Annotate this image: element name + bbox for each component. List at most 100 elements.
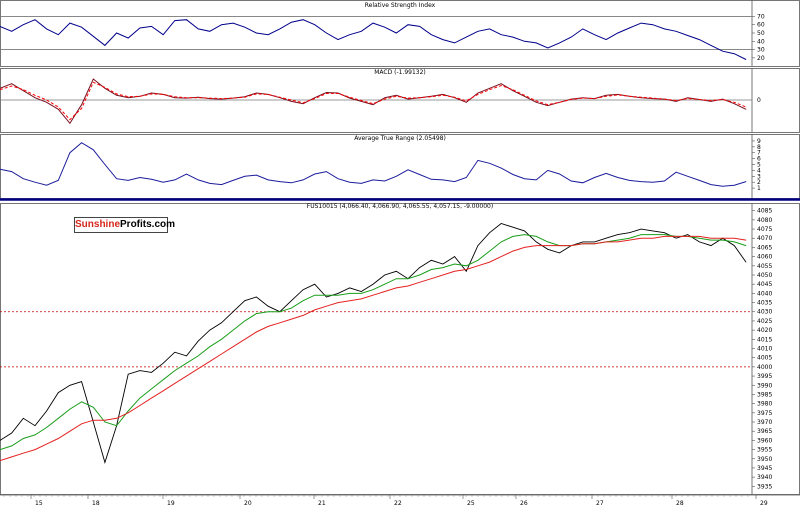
data-point [93, 36, 94, 37]
y-tick-label: 9 [757, 138, 761, 145]
y-tick-label: 3995 [757, 373, 772, 380]
data-point [11, 456, 12, 458]
data-point [81, 381, 82, 382]
data-point [710, 184, 712, 185]
data-point [81, 423, 82, 425]
data-point [594, 241, 595, 243]
y-tick-label: 3945 [757, 465, 772, 472]
data-point [384, 274, 386, 276]
data-point [500, 85, 502, 86]
data-point [34, 181, 36, 183]
y-tick-label: 4070 [757, 235, 772, 242]
data-point [547, 104, 549, 105]
data-point [664, 234, 665, 235]
data-point [232, 97, 234, 99]
data-point [46, 102, 47, 103]
data-point [617, 94, 619, 95]
data-point [745, 109, 747, 110]
data-point [221, 353, 222, 355]
y-tick-label: 4010 [757, 346, 772, 353]
data-point [594, 34, 595, 35]
data-point [489, 250, 490, 252]
data-point [34, 97, 36, 98]
data-point [477, 260, 479, 261]
data-point [431, 278, 432, 280]
data-point [151, 397, 152, 399]
data-point [407, 97, 409, 99]
series-line-green-ma [0, 234, 747, 451]
data-point [197, 368, 199, 370]
data-point [23, 452, 24, 454]
data-point [407, 24, 409, 26]
y-tick-label: 30 [757, 47, 765, 54]
y-tick-label: 20 [757, 55, 765, 62]
data-point [162, 379, 164, 381]
data-point [256, 93, 257, 95]
data-point [139, 397, 141, 399]
data-point [699, 237, 700, 239]
data-point [361, 100, 362, 101]
data-point [559, 173, 560, 175]
data-point [652, 181, 654, 183]
data-point [454, 256, 455, 257]
data-point [477, 265, 479, 267]
data-point [466, 265, 467, 267]
data-point [617, 234, 619, 235]
data-point [349, 287, 351, 289]
data-point [11, 171, 12, 172]
data-point [687, 97, 688, 98]
data-point [524, 234, 525, 235]
data-point [477, 94, 479, 95]
data-point [302, 300, 304, 302]
data-point [442, 267, 444, 268]
data-point [46, 184, 47, 186]
data-point [372, 179, 374, 181]
data-point [162, 94, 164, 95]
y-tick-label: 4 [757, 167, 761, 174]
data-point [174, 383, 176, 384]
data-point [524, 247, 525, 248]
data-point [570, 245, 572, 246]
x-tick-label: 21 [318, 500, 326, 507]
data-point [500, 83, 502, 84]
data-point [34, 425, 36, 427]
y-tick-label: 4055 [757, 263, 772, 270]
data-point [302, 102, 304, 104]
y-tick-label: 7 [757, 150, 761, 157]
data-point [477, 31, 479, 32]
data-point [466, 269, 467, 270]
data-point [127, 97, 129, 98]
data-point [466, 177, 467, 178]
data-point [361, 101, 362, 102]
data-point [267, 311, 269, 313]
data-point [221, 322, 222, 324]
data-point [174, 351, 176, 353]
data-point [34, 434, 36, 436]
data-point [326, 93, 327, 94]
data-point [291, 182, 292, 184]
data-point [699, 99, 700, 100]
data-point [629, 96, 630, 97]
x-tick-label: 15 [35, 500, 43, 507]
x-tick-label: 26 [520, 500, 528, 507]
x-tick-label: 27 [596, 500, 604, 507]
data-point [58, 106, 59, 108]
y-tick-label: 4020 [757, 327, 772, 334]
data-point [396, 278, 397, 280]
data-point [267, 94, 269, 95]
data-point [419, 274, 420, 276]
data-point [500, 223, 502, 224]
data-point [314, 24, 316, 26]
data-point [11, 85, 12, 87]
data-point [396, 271, 397, 272]
data-point [570, 36, 572, 38]
data-point [524, 95, 525, 96]
data-point [535, 42, 537, 44]
data-point [209, 183, 211, 184]
data-point [722, 186, 723, 187]
data-point [489, 163, 490, 164]
data-point [116, 418, 117, 419]
data-point [232, 346, 234, 348]
y-tick-label: 0 [757, 97, 761, 104]
